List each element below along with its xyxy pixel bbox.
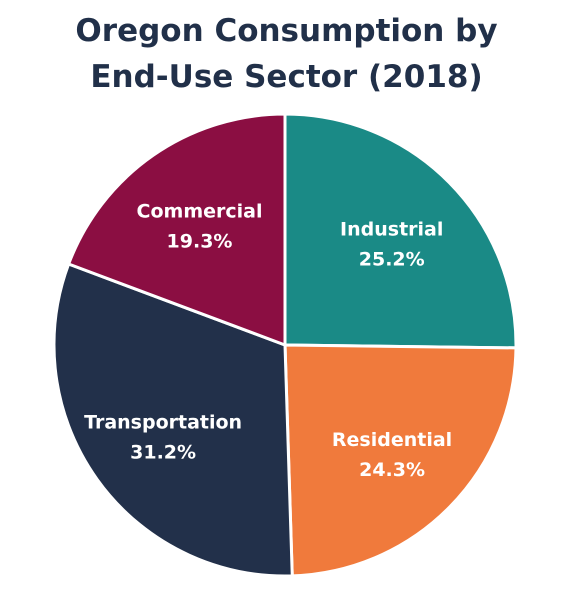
slice-label-transportation: Transportation: [84, 411, 242, 433]
slice-value-commercial: 19.3%: [167, 231, 233, 253]
pie-slice-residential: [283, 343, 518, 578]
pie-slice-commercial: [67, 112, 287, 347]
slice-label-commercial: Commercial: [137, 201, 263, 223]
pie-slice-transportation: [52, 262, 294, 578]
slice-label-industrial: Industrial: [340, 219, 443, 241]
slice-value-transportation: 31.2%: [130, 441, 196, 463]
slice-value-residential: 24.3%: [359, 459, 425, 481]
chart-title-line-1: Oregon Consumption by: [75, 13, 498, 49]
chart-title: Oregon Consumption by End-Use Sector (20…: [0, 8, 573, 100]
slice-value-industrial: 25.2%: [359, 249, 425, 271]
slice-label-residential: Residential: [332, 429, 452, 451]
chart-title-line-2: End-Use Sector (2018): [90, 59, 483, 95]
pie-slice-industrial: [283, 112, 518, 350]
